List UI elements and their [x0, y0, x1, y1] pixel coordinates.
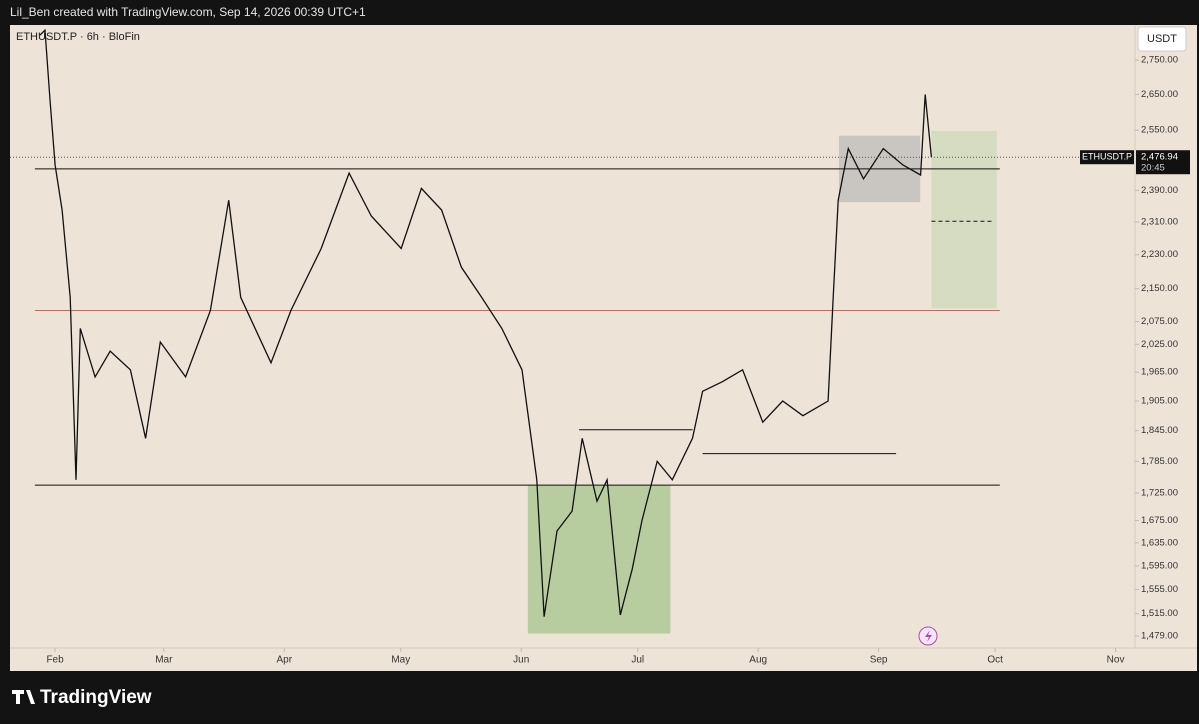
y-tick-label: 2,025.00 [1141, 339, 1178, 350]
price-tag [1136, 150, 1190, 175]
y-tick-label: 1,515.00 [1141, 608, 1178, 619]
symbol-tag-label: ETHUSDT.P [1082, 152, 1132, 162]
y-tick-label: 1,905.00 [1141, 395, 1178, 406]
y-tick-label: 2,750.00 [1141, 55, 1178, 66]
event-bolt [925, 630, 932, 642]
y-tick-label: 2,310.00 [1141, 217, 1178, 228]
y-tick-label: 2,390.00 [1141, 185, 1178, 196]
y-tick-label: 1,635.00 [1141, 537, 1178, 548]
y-tick-label: 2,230.00 [1141, 249, 1178, 260]
y-tick-label: 2,550.00 [1141, 125, 1178, 136]
brand: TradingView [40, 687, 152, 708]
unit-box[interactable] [1137, 26, 1187, 52]
x-tick-label: Sep [870, 655, 888, 666]
header: Lil_Ben created with TradingView.com, Se… [10, 5, 366, 19]
x-tick-label: Apr [276, 655, 292, 666]
price-tag-time: 20:45 [1141, 163, 1165, 174]
x-tick-label: May [391, 655, 410, 666]
x-tick-label: Jun [513, 655, 529, 666]
y-tick-label: 1,595.00 [1141, 560, 1178, 571]
y-tick-label: 1,479.00 [1141, 631, 1178, 642]
x-tick-label: Jul [631, 655, 644, 666]
zone [931, 130, 997, 309]
plot: 2,750.00 2,650.00 2,550.00 2,390.00 2,310.00… [10, 28, 1190, 666]
x-tick-label: Feb [46, 655, 64, 666]
y-tick-label: 1,845.00 [1141, 425, 1178, 436]
y-tick-label: 1,965.00 [1141, 367, 1178, 378]
x-tick-label: Aug [749, 655, 767, 666]
y-tick-label: 2,150.00 [1141, 283, 1178, 294]
y-tick-label: 1,725.00 [1141, 488, 1178, 499]
y-tick-label: 1,555.00 [1141, 584, 1178, 595]
y-tick-label: 2,650.00 [1141, 89, 1178, 100]
symbol-tag [1080, 150, 1134, 165]
price-tag-label: 2,476.94 [1141, 152, 1178, 163]
logo-mark [12, 690, 35, 704]
zone [527, 485, 671, 634]
x-tick-label: Mar [155, 655, 173, 666]
y-tick-label: 1,675.00 [1141, 515, 1178, 526]
unit-label[interactable]: USDT [1147, 33, 1177, 45]
x-tick-label: Oct [987, 655, 1003, 666]
symbol-title: ETHUSDT.P · 6h · BloFin [16, 31, 140, 43]
y-tick-label: 1,785.00 [1141, 456, 1178, 467]
y-tick-label: 2,075.00 [1141, 316, 1178, 327]
price-line [39, 28, 933, 617]
x-tick-label: Nov [1107, 655, 1125, 666]
